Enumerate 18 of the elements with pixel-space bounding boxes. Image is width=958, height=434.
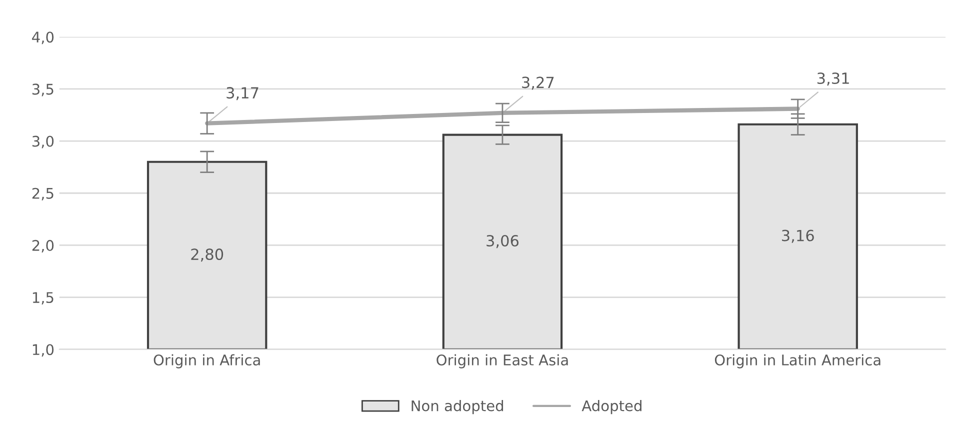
y-tick-label: 2,5 [32,188,54,200]
data-label: 3,17 [226,87,258,100]
y-tick-label: 3,0 [32,136,54,148]
data-label: 2,80 [191,248,224,262]
data-label: 3,06 [486,234,519,248]
x-tick-label: Origin in Latin America [714,354,880,368]
y-tick-label: 4,0 [32,32,54,44]
x-tick-label: Origin in Africa [154,354,260,368]
y-tick-label: 1,5 [32,292,54,305]
legend-label: Non adopted [412,400,504,414]
data-label: 3,27 [522,76,554,90]
data-label: 3,31 [817,72,849,86]
y-tick-label: 1,0 [32,344,54,357]
y-tick-label: 2,0 [32,240,54,252]
legend-label: Adopted [582,400,642,414]
y-tick-label: 3,5 [32,84,54,96]
data-label: 3,16 [782,230,814,243]
x-tick-label: Origin in East Asia [436,354,568,368]
